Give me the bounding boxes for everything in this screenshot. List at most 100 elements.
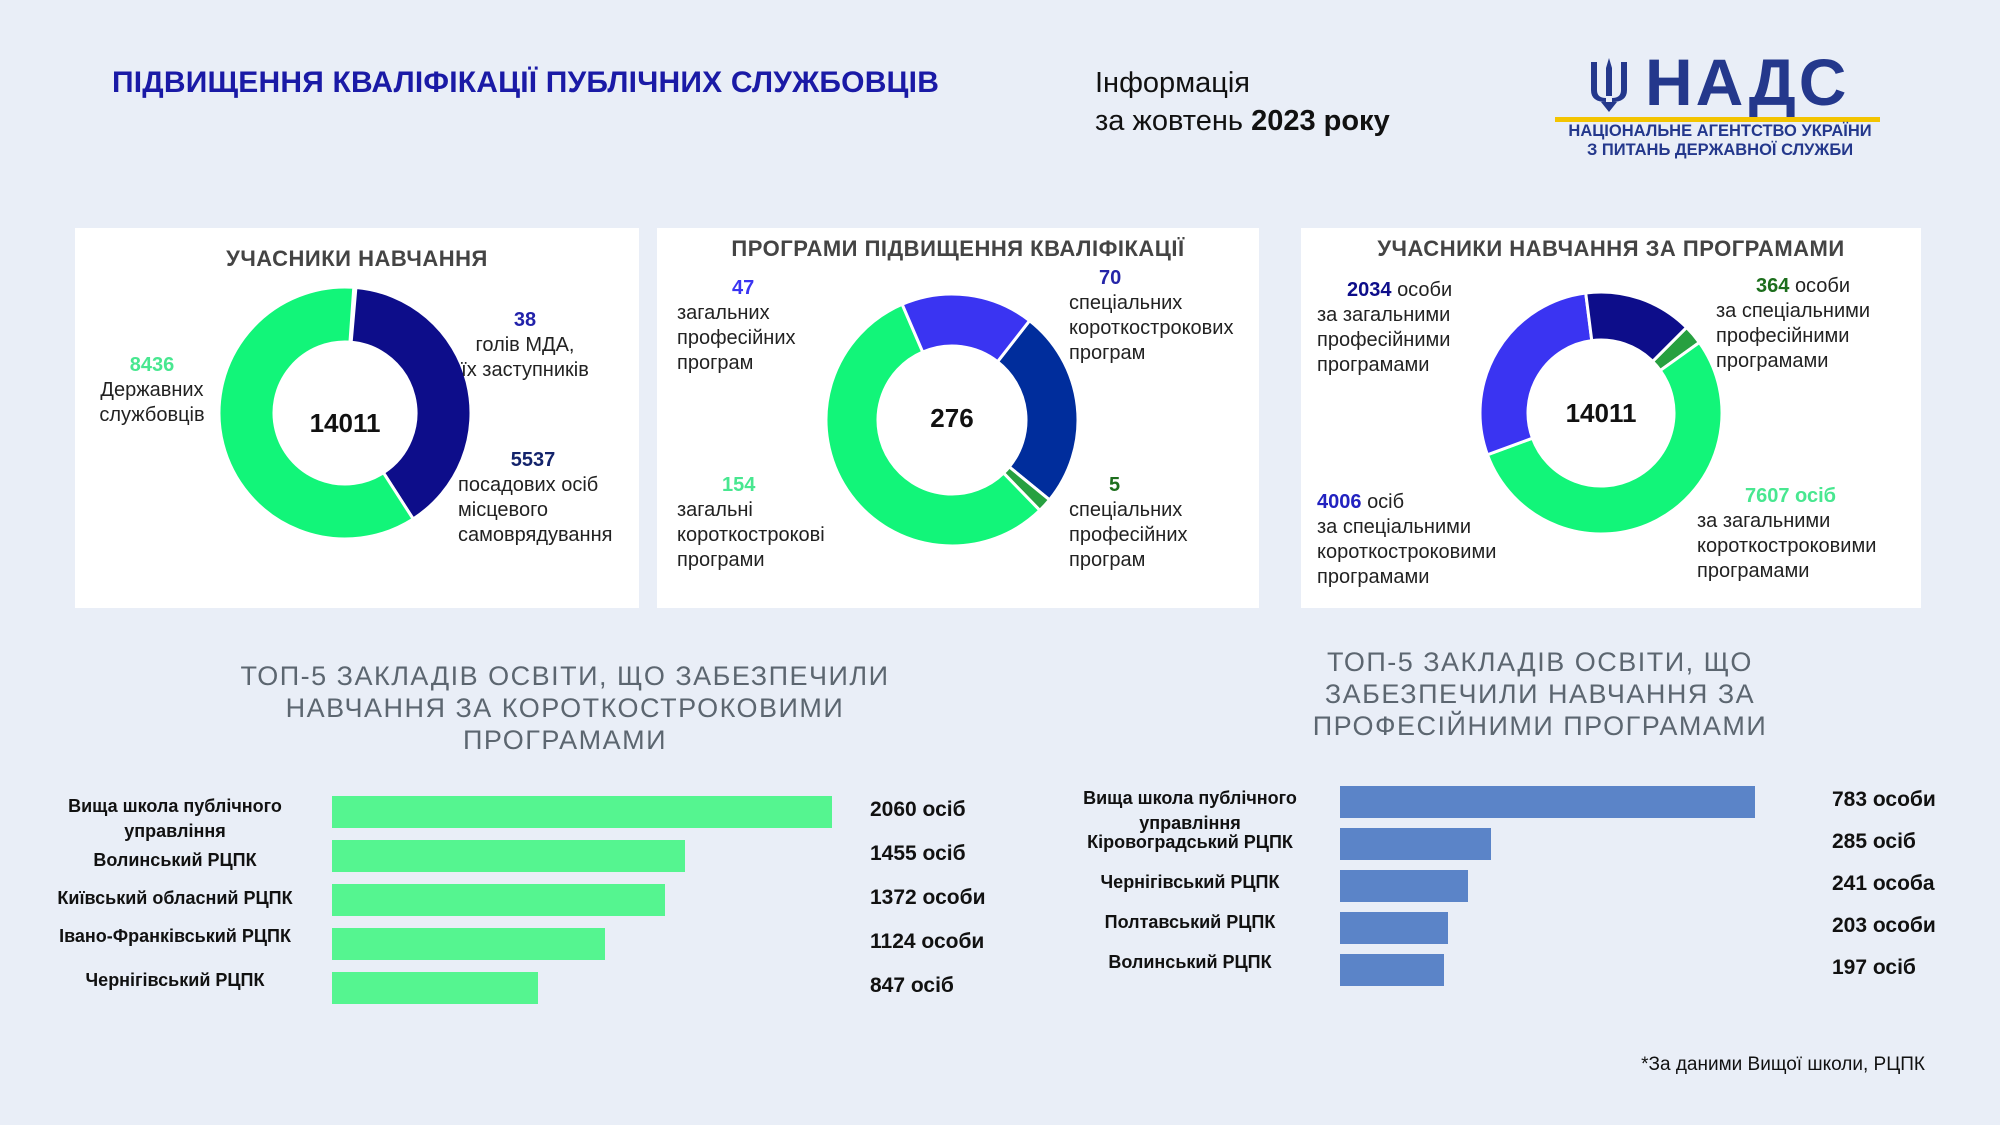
donut-slice (900, 292, 1032, 364)
category-label: Вища школа публічного управління (1083, 788, 1297, 833)
participants-donut-chart (217, 285, 473, 541)
panel-title: ПРОГРАМИ ПІДВИЩЕННЯ КВАЛІФІКАЦІЇ (731, 236, 1185, 261)
category-label: Кіровоградський РЦПК (1087, 832, 1293, 852)
value-label: 197 осіб (1832, 956, 1916, 979)
slice-text: короткострокових (1069, 317, 1234, 339)
logo-subtitle: НАЦІОНАЛЬНЕ АГЕНТСТВО УКРАЇНИ З ПИТАНЬ Д… (1555, 122, 1885, 160)
category-label: Івано-Франківський РЦПК (59, 926, 291, 946)
slice-text: голів МДА, (475, 334, 575, 356)
programs-panel: ПРОГРАМИ ПІДВИЩЕННЯ КВАЛІФІКАЦІЇ 276 47 … (657, 228, 1259, 608)
category-label: Волинський РЦПК (93, 850, 257, 870)
value-label: 285 осіб (1832, 830, 1916, 853)
participants-by-program-panel: УЧАСНИКИ НАВЧАННЯ ЗА ПРОГРАМАМИ 14011 20… (1301, 228, 1921, 608)
short-term-bar-chart-title: ТОП-5 ЗАКЛАДІВ ОСВІТИ, ЩО ЗАБЕЗПЕЧИЛИ НА… (225, 660, 905, 756)
category-label: Полтавський РЦПК (1104, 912, 1276, 932)
slice-text: програми (677, 549, 765, 571)
slice-label-general-professional: 2034 особи за загальними професійними пр… (1317, 278, 1497, 378)
slice-text: посадових осіб (458, 474, 599, 496)
slice-text: за загальними (1317, 304, 1451, 326)
slice-value: 5 (1109, 474, 1121, 496)
professional-bar-chart-title: ТОП-5 ЗАКЛАДІВ ОСВІТИ, ЩО ЗАБЕЗПЕЧИЛИ НА… (1280, 646, 1800, 742)
info-line: Інформація (1095, 67, 1251, 99)
slice-text: осіб (1367, 491, 1405, 513)
slice-text: програмами (1317, 566, 1430, 588)
slice-text: спеціальних (1069, 499, 1183, 521)
info-year: 2023 року (1251, 105, 1390, 137)
logo-divider (1555, 117, 1880, 122)
bar (332, 928, 605, 960)
donut-center-total: 14011 (309, 408, 381, 438)
donut-slice (349, 285, 473, 522)
slice-value: 154 (722, 474, 756, 496)
info-line-period: за жовтень 2023 року (1095, 102, 1390, 140)
donut-slice (217, 285, 416, 541)
slice-text: особи (1794, 275, 1851, 297)
donut-center-total: 276 (930, 403, 974, 433)
value-label: 847 осіб (870, 974, 954, 997)
slice-value: 4006 (1317, 491, 1362, 513)
bar (332, 884, 665, 916)
donut-slice (1485, 340, 1724, 536)
value-label: 241 особа (1832, 872, 1935, 895)
value-label: 2060 осіб (870, 798, 966, 821)
slice-text: професійними (1317, 329, 1451, 351)
slice-text: спеціальних (1069, 292, 1183, 314)
slice-value: 70 (1099, 267, 1122, 289)
participants-panel: УЧАСНИКИ НАВЧАННЯ 14011 38 голів МДА, їх… (75, 228, 639, 608)
slice-label-heads: 38 голів МДА, їх заступників (415, 308, 635, 383)
bar (332, 796, 832, 828)
bar (1340, 786, 1755, 818)
slice-text: програмами (1317, 354, 1430, 376)
bar (1340, 954, 1445, 986)
programs-donut-chart (824, 292, 1080, 548)
slice-text: Державних (100, 379, 204, 401)
chart-title-line: ТОП-5 ЗАКЛАДІВ ОСВІТИ, ЩО ЗАБЕЗПЕЧИЛИ (240, 661, 890, 691)
slice-label-special-short: 4006 осіб за спеціальними короткостроков… (1317, 490, 1537, 590)
slice-label-general-short: 7607 осіб за загальними короткостроковим… (1697, 484, 1917, 584)
slice-text: програм (677, 352, 754, 374)
slice-text: програмами (1697, 560, 1810, 582)
slice-text: короткостроковими (1317, 541, 1497, 563)
slice-value: 5537 (510, 449, 556, 471)
slice-value: 47 (732, 277, 755, 299)
slice-text: програм (1069, 342, 1146, 364)
chart-title-line: НАВЧАННЯ ЗА КОРОТКОСТРОКОВИМИ (285, 693, 845, 723)
slice-text: службовців (99, 404, 205, 426)
logo-name: НАДС (1645, 45, 1850, 119)
nads-logo: НАДС НАЦІОНАЛЬНЕ АГЕНТСТВО УКРАЇНИ З ПИТ… (1555, 45, 1885, 162)
chart-title-line: ЗАБЕЗПЕЧИЛИ НАВЧАННЯ ЗА (1324, 679, 1756, 709)
slice-value: 8436 (129, 354, 175, 376)
slice-text: загальних (677, 302, 770, 324)
slice-label-special-short: 70 спеціальних короткострокових програм (1069, 266, 1259, 366)
slice-text: за загальними (1697, 510, 1831, 532)
info-month: за жовтень (1095, 105, 1243, 137)
slice-text: особи (1397, 279, 1453, 301)
slice-text: короткостроковими (1697, 535, 1877, 557)
slice-text: програмами (1716, 350, 1829, 372)
slice-value: 2034 (1347, 279, 1392, 301)
category-label: Київський обласний РЦПК (57, 888, 293, 908)
slice-text: місцевого (458, 499, 549, 521)
bar (332, 840, 686, 872)
value-label: 783 особи (1832, 788, 1936, 811)
slice-label-local-gov: 5537 посадових осіб місцевого самоврядув… (458, 448, 643, 548)
bar (1340, 912, 1448, 944)
slice-text: за спеціальними (1716, 300, 1871, 322)
value-label: 1455 осіб (870, 842, 966, 865)
logo-subtitle-line: З ПИТАНЬ ДЕРЖАВНОЇ СЛУЖБИ (1586, 141, 1854, 159)
trident-icon (1591, 58, 1627, 112)
slice-label-special-professional: 5 спеціальних професійних програм (1069, 473, 1229, 573)
slice-text: за спеціальними (1317, 516, 1472, 538)
slice-label-special-professional: 364 особи за спеціальними професійними п… (1716, 274, 1916, 374)
donut-slice (824, 302, 1042, 548)
slice-label-civil-servants: 8436 Державних службовців (87, 353, 217, 428)
chart-title-line: ПРОФЕСІЙНИМИ ПРОГРАМАМИ (1312, 711, 1768, 741)
slice-value: 364 (1756, 275, 1790, 297)
bar (332, 972, 538, 1004)
donut-slice (1584, 290, 1689, 364)
value-label: 203 особи (1832, 914, 1936, 937)
panel-title: УЧАСНИКИ НАВЧАННЯ (226, 246, 488, 271)
donut-center-total: 14011 (1565, 398, 1637, 428)
bar (1340, 828, 1492, 860)
slice-text: професійних (1069, 524, 1188, 546)
